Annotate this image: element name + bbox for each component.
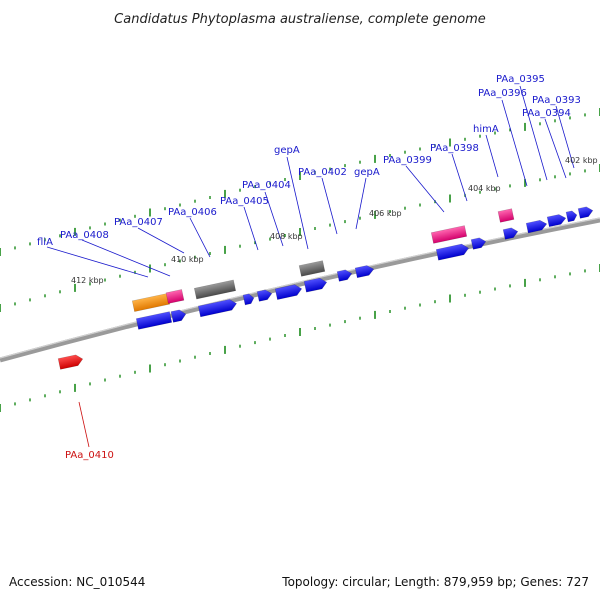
gene-feature (274, 284, 303, 300)
callout-line (555, 105, 575, 169)
gene-label-reverse: PAa_0410 (65, 450, 114, 461)
gene-label: PAa_0396 (478, 88, 527, 99)
callout-lines (46, 85, 575, 448)
callout-line (81, 239, 171, 277)
gene-label: PAa_0408 (60, 230, 109, 241)
scale-label: 402 kbp (565, 156, 598, 165)
gene-feature (303, 277, 328, 293)
gene-label: PAa_0393 (532, 95, 581, 106)
callout-line (189, 217, 211, 258)
gene-label: PAa_0406 (168, 207, 217, 218)
callout-line (321, 177, 338, 235)
gene-features (57, 206, 594, 370)
callout-line (451, 153, 468, 202)
gene-feature (497, 208, 515, 223)
gene-feature (435, 243, 470, 261)
gene-feature (298, 260, 326, 277)
gene-label: PAa_0404 (242, 180, 291, 191)
gene-feature (525, 220, 548, 234)
genome-info-text: Topology: circular; Length: 879,959 bp; … (281, 575, 589, 589)
gene-feature (135, 311, 173, 330)
callout-line (137, 227, 185, 254)
gene-label: gepA (274, 145, 300, 156)
callout-line-reverse (78, 401, 90, 448)
gene-label: gepA (354, 167, 380, 178)
gene-label: PAa_0398 (430, 143, 479, 154)
callout-line (286, 156, 309, 250)
gene-feature (565, 210, 578, 223)
callout-line (46, 246, 149, 278)
scale-label: 406 kbp (369, 209, 402, 218)
tick-marks (0, 108, 600, 412)
gene-label: PAa_0399 (383, 155, 432, 166)
accession-text: Accession: NC_010544 (9, 575, 145, 589)
callout-line (501, 99, 528, 187)
callout-line (355, 177, 367, 230)
gene-label: PAa_0395 (496, 74, 545, 85)
gene-feature (193, 279, 237, 300)
scale-label: 412 kbp (71, 276, 104, 285)
gene-feature (502, 227, 519, 240)
scale-label: 410 kbp (171, 255, 204, 264)
gene-feature (57, 354, 84, 370)
callout-line (243, 206, 259, 251)
callout-line (544, 118, 567, 179)
gene-feature (170, 309, 187, 323)
genome-backbone (0, 217, 600, 363)
gene-feature (256, 289, 273, 302)
map-title: Candidatus Phytoplasma australiense, com… (114, 12, 486, 27)
gene-feature (430, 225, 468, 244)
gene-label: himA (473, 124, 499, 135)
scale-label: 408 kbp (270, 232, 303, 241)
gene-feature (242, 293, 255, 306)
gene-feature (577, 206, 594, 219)
gene-feature (354, 265, 375, 279)
gene-label: fliA (37, 237, 53, 248)
gene-label: PAa_0407 (114, 217, 163, 228)
callout-line (519, 85, 548, 181)
gene-feature (546, 214, 567, 228)
gene-feature (131, 293, 171, 312)
callout-line (264, 191, 284, 247)
gene-feature (336, 269, 353, 282)
gene-feature (470, 237, 487, 250)
gene-feature (197, 299, 237, 318)
gene-label: PAa_0402 (298, 167, 347, 178)
callout-line (485, 134, 499, 178)
scale-label: 404 kbp (468, 184, 501, 193)
gene-label: PAa_0394 (522, 108, 571, 119)
gene-label: PAa_0405 (220, 196, 269, 207)
gene-feature (165, 289, 185, 304)
callout-line (405, 165, 445, 213)
